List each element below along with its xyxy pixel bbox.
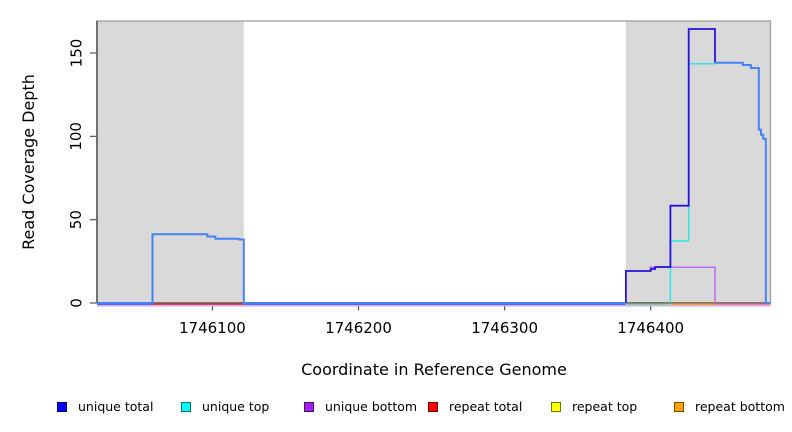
legend-label: unique bottom xyxy=(325,399,418,414)
legend-swatch-icon xyxy=(551,401,561,412)
legend-swatch-icon xyxy=(181,401,191,412)
legend-label: unique top xyxy=(202,399,270,414)
x-tick-label: 1746300 xyxy=(471,319,538,337)
legend-label: repeat top xyxy=(572,399,638,414)
x-axis-title: Coordinate in Reference Genome xyxy=(301,360,567,379)
legend-item-unique-top: unique top xyxy=(181,399,269,414)
x-tick-label: 1746100 xyxy=(179,319,246,337)
legend-item-repeat-bottom: repeat bottom xyxy=(674,399,785,414)
legend-label: unique total xyxy=(78,399,154,414)
legend-item-unique-total: unique total xyxy=(57,399,153,414)
legend-swatch-icon xyxy=(674,401,684,412)
legend-swatch-icon xyxy=(57,401,67,412)
legend-item-unique-bottom: unique bottom xyxy=(304,399,417,414)
x-tick-label: 1746200 xyxy=(325,319,392,337)
y-tick-label: 0 xyxy=(67,298,85,308)
series-unique-total-top-merged-left xyxy=(97,233,626,304)
legend: unique total unique top unique bottom repea… xyxy=(0,399,792,419)
legend-swatch-icon xyxy=(428,401,438,412)
series-unique-total-top-merged-right xyxy=(715,61,771,304)
legend-label: repeat total xyxy=(449,399,523,414)
x-tick-label: 1746400 xyxy=(617,319,684,337)
y-axis-title: Read Coverage Depth xyxy=(19,74,38,250)
y-tick-label: 100 xyxy=(67,122,85,151)
legend-item-repeat-total: repeat total xyxy=(428,399,522,414)
y-tick-label: 150 xyxy=(67,39,85,68)
legend-label: repeat bottom xyxy=(695,399,785,414)
legend-swatch-icon xyxy=(304,401,314,412)
legend-item-repeat-top: repeat top xyxy=(551,399,637,414)
series-unique-total-right xyxy=(625,28,716,303)
shaded-region xyxy=(97,21,244,303)
shaded-region xyxy=(625,21,771,303)
y-tick-label: 50 xyxy=(67,210,85,229)
